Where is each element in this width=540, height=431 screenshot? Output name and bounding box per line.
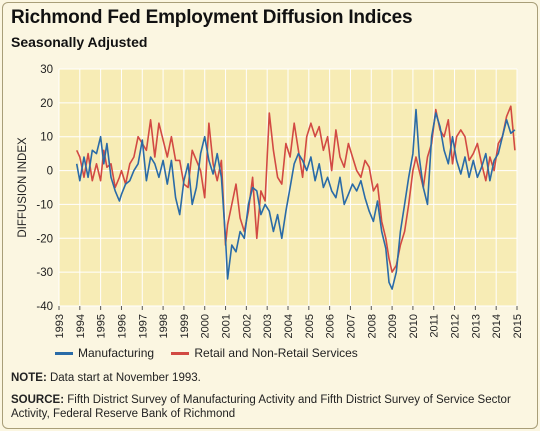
note-label: NOTE: — [11, 372, 47, 384]
x-tick-label: 2002 — [241, 314, 253, 338]
series-lines — [75, 105, 516, 290]
x-tick-label: 2015 — [512, 314, 524, 338]
x-tick-label: 2006 — [325, 314, 337, 338]
x-tick-label: 2011 — [429, 314, 441, 338]
legend-label-services: Retail and Non-Retail Services — [194, 346, 358, 360]
x-tick-label: 1999 — [179, 314, 191, 338]
legend-label-manufacturing: Manufacturing — [78, 346, 155, 360]
y-tick-label: -10 — [36, 199, 53, 211]
x-tick-label: 1994 — [75, 314, 87, 338]
source-label: SOURCE: — [11, 394, 65, 406]
x-tick-label: 1997 — [137, 314, 149, 338]
y-tick-label: 30 — [40, 64, 53, 76]
y-tick-label: -30 — [36, 267, 53, 279]
chart-subtitle: Seasonally Adjusted — [11, 34, 148, 50]
x-tick-label: 2012 — [450, 314, 462, 338]
x-tick-label: 2014 — [491, 314, 503, 338]
x-tick-label: 2009 — [387, 314, 399, 338]
legend-item-manufacturing: Manufacturing — [55, 346, 154, 360]
note: NOTE: Data start at November 1993. — [11, 372, 201, 384]
y-tick-label: 20 — [40, 98, 53, 110]
y-tick-label: -20 — [36, 233, 53, 245]
x-tick-label: 2010 — [408, 314, 420, 338]
x-tick-label: 1995 — [96, 314, 108, 338]
legend-swatch-services — [171, 352, 190, 356]
series-line-manufacturing — [75, 108, 516, 290]
y-tick-label: -40 — [36, 301, 53, 313]
x-tick-label: 2005 — [304, 314, 316, 338]
x-tick-label: 2003 — [262, 314, 274, 338]
chart-title: Richmond Fed Employment Diffusion Indice… — [11, 7, 413, 28]
x-tick-label: 1993 — [54, 314, 66, 338]
legend: Manufacturing Retail and Non-Retail Serv… — [55, 346, 372, 360]
source: SOURCE: Fifth District Survey of Manufac… — [11, 393, 531, 421]
x-tick-label: 2007 — [345, 314, 357, 338]
y-tick-label: 0 — [47, 166, 53, 178]
x-axis-ticks: 1993 1994 1995 1996 1997 1998 1999 2000 2001 2002… — [54, 306, 524, 338]
y-axis-ticks: -40 -30 -20 -10 0 10 20 30 — [36, 64, 53, 313]
x-tick-label: 2000 — [200, 314, 212, 338]
x-tick-label: 2004 — [283, 314, 295, 338]
x-tick-label: 2001 — [221, 314, 233, 338]
x-tick-label: 2008 — [366, 314, 378, 338]
legend-swatch-manufacturing — [55, 352, 73, 356]
note-text: Data start at November 1993. — [49, 372, 201, 384]
y-axis-label: DIFFUSION INDEX — [17, 137, 29, 238]
x-tick-label: 1996 — [116, 314, 128, 338]
y-tick-label: 10 — [40, 132, 53, 144]
x-tick-label: 2013 — [470, 314, 482, 338]
x-tick-label: 1998 — [158, 314, 170, 338]
source-text: Fifth District Survey of Manufacturing A… — [11, 394, 511, 420]
legend-item-services: Retail and Non-Retail Services — [171, 346, 358, 360]
